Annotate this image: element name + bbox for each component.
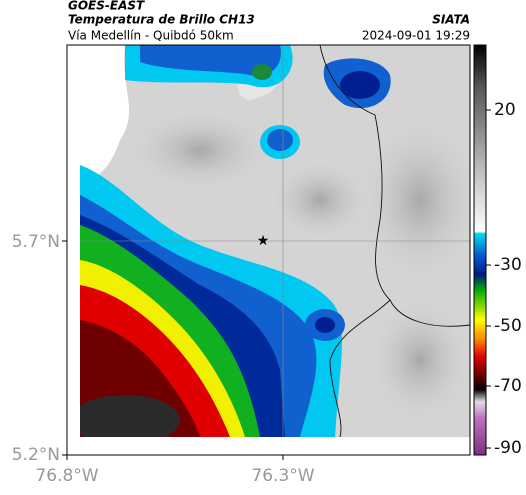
colorbar-tick-label: -90 <box>494 438 522 458</box>
subtitle: Vía Medellín - Quibdó 50km <box>68 29 234 43</box>
imagery: ★ <box>80 45 470 437</box>
lat-label: 5.7°N <box>12 232 60 252</box>
map-frame <box>66 44 471 456</box>
org: SIATA <box>432 13 470 27</box>
datetime: 2024-09-01 19:29 <box>362 29 470 43</box>
source: GOES-EAST <box>68 0 145 13</box>
colorbar-tick-label: -70 <box>494 376 522 396</box>
lat-label: 5.2°N <box>12 445 60 465</box>
colorbar-ticks: 20 -30 -50 -70 -90 <box>486 100 522 458</box>
svg-text:★: ★ <box>257 233 270 249</box>
lon-label: 76.8°W <box>35 466 98 486</box>
title: Temperatura de Brillo CH13 <box>68 13 255 27</box>
colorbar-tick-label: 20 <box>494 100 516 120</box>
colorbar-tick-label: -30 <box>494 255 522 275</box>
lon-label: 76.3°W <box>251 466 314 486</box>
colorbar <box>473 44 487 456</box>
colorbar-tick-label: -50 <box>494 316 522 336</box>
